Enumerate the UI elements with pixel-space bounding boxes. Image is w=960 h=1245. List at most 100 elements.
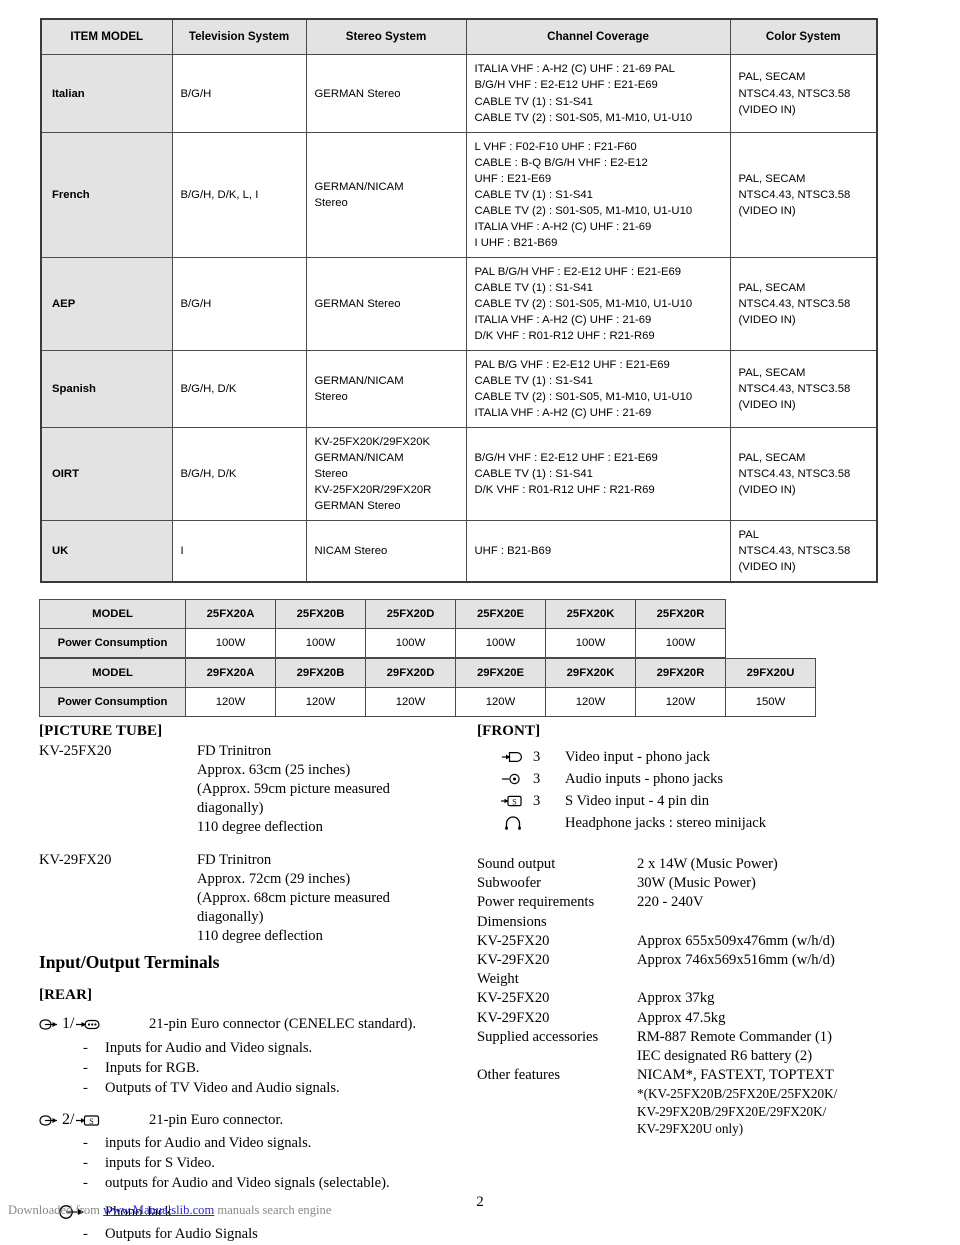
manualslib-link[interactable]: www.Manualslib.com	[103, 1203, 215, 1217]
spec-row: Supplied accessories RM-887 Remote Comma…	[477, 1028, 897, 1066]
svg-text:S: S	[512, 797, 516, 806]
cell-power-value: 100W	[545, 628, 636, 658]
rear-connector-1-number: 1/	[62, 1015, 75, 1033]
cell-model: 29FX20R	[635, 658, 726, 688]
spec-value: Approx 655x509x476mm (w/h/d)	[637, 932, 835, 949]
spec-value: Approx 37kg	[637, 990, 715, 1007]
cell-model: 25FX20B	[275, 599, 366, 629]
table-header-row: ITEM MODEL Television System Stereo Syst…	[40, 18, 878, 56]
spec-key: Weight	[477, 971, 519, 988]
cell-power-label: Power Consumption	[39, 628, 186, 658]
cell-power-value: 120W	[455, 687, 546, 717]
spec-row: KV-29FX20 Approx 746x569x516mm (w/h/d)	[477, 951, 897, 970]
phono-jack-row: Phono Jack	[39, 1200, 469, 1224]
spec-value	[637, 970, 897, 989]
cell-stereo-system: NICAM Stereo	[305, 520, 467, 583]
picture-tube-details: FD Trinitron Approx. 72cm (29 inches) (A…	[197, 851, 390, 944]
rear-connector-1-item: - Outputs of TV Video and Audio signals.	[39, 1078, 469, 1098]
front-jack-row: 3 Video input - phono jack	[477, 746, 897, 768]
dash-marker: -	[83, 1175, 88, 1192]
spec-row: Subwoofer 30W (Music Power)	[477, 874, 897, 893]
cell-empty	[726, 600, 816, 629]
spec-value: 2 x 14W (Music Power)	[637, 856, 778, 872]
rear-connector-1-item: - Inputs for Audio and Video signals.	[39, 1038, 469, 1058]
rear-connector-1-item-text: Inputs for Audio and Video signals.	[105, 1039, 313, 1056]
footer-prefix: Downloaded from	[8, 1203, 104, 1217]
io-terminals-heading: Input/Output Terminals	[39, 951, 220, 972]
spec-key: Power requirements	[477, 894, 595, 911]
cell-channel-coverage: PAL B/G VHF : E2-E12 UHF : E21-E69 CABLE…	[465, 349, 731, 429]
table-row-models: MODEL 25FX20A 25FX20B 25FX20D 25FX20E 25…	[39, 599, 816, 629]
spec-key: KV-29FX20	[477, 951, 550, 968]
cell-model: 25FX20K	[545, 599, 636, 629]
spacer	[39, 1098, 469, 1107]
cell-model-label: MODEL	[39, 658, 186, 688]
dash-marker: -	[83, 1039, 88, 1056]
dash-marker: -	[83, 1155, 88, 1172]
cell-color-system: PAL NTSC4.43, NTSC3.58 (VIDEO IN)	[729, 520, 878, 583]
spec-footnote-row: *(KV-25FX20B/25FX20E/25FX20K/ KV-29FX20B…	[477, 1085, 897, 1137]
s-video-input-icon: S	[477, 794, 533, 808]
spec-value: 220 - 240V	[637, 894, 704, 911]
dash-marker: -	[83, 1226, 88, 1243]
picture-tube-model: KV-25FX20	[39, 743, 112, 759]
table-row: Italian B/G/H GERMAN Stereo ITALIA VHF :…	[40, 54, 878, 133]
cell-region: AEP	[40, 256, 173, 351]
rear-connector-2-item-text: inputs for Audio and Video signals.	[105, 1135, 312, 1152]
spec-row: Power requirements 220 - 240V	[477, 893, 897, 912]
svg-text:S: S	[90, 1117, 94, 1126]
spec-value	[637, 913, 897, 932]
rear-heading: [REAR]	[39, 986, 93, 1003]
spacer	[39, 837, 469, 851]
specifications-table-container: ITEM MODEL Television System Stereo Syst…	[40, 18, 878, 584]
spec-key: KV-25FX20	[477, 932, 550, 949]
phono-jack-item-text: Outputs for Audio Signals	[105, 1226, 258, 1243]
spec-row: Sound output 2 x 14W (Music Power)	[477, 855, 897, 874]
cell-region: UK	[40, 520, 173, 583]
cell-stereo-system: GERMAN/NICAM Stereo	[305, 131, 467, 258]
rear-connector-2-number: 2/	[62, 1110, 75, 1128]
column-header-channel-coverage: Channel Coverage	[465, 18, 731, 56]
dash-marker: -	[83, 1079, 88, 1096]
column-header-stereo-system: Stereo System	[305, 18, 467, 56]
cell-region: Italian	[40, 54, 173, 133]
power-table-29-series: MODEL 29FX20A 29FX20B 29FX20D 29FX20E 29…	[39, 658, 816, 717]
rear-connector-1-item-text: Outputs of TV Video and Audio signals.	[105, 1079, 340, 1096]
spec-row: KV-25FX20 Approx 37kg	[477, 989, 897, 1008]
specifications-table: ITEM MODEL Television System Stereo Syst…	[40, 18, 878, 584]
cell-power-value: 100W	[365, 628, 456, 658]
cell-color-system: PAL, SECAM NTSC4.43, NTSC3.58 (VIDEO IN)	[729, 131, 878, 258]
table-row: Spanish B/G/H, D/K GERMAN/NICAM Stereo P…	[40, 349, 878, 429]
rear-connector-2-item: - outputs for Audio and Video signals (s…	[39, 1173, 469, 1193]
cell-television-system: I	[171, 520, 307, 583]
picture-tube-model: KV-29FX20	[39, 851, 112, 868]
spec-row: Weight	[477, 970, 897, 989]
phono-out-icon	[39, 1204, 105, 1220]
cell-stereo-system: GERMAN/NICAM Stereo	[305, 349, 467, 429]
spec-key: Subwoofer	[477, 875, 542, 892]
cell-power-value: 120W	[185, 687, 276, 717]
cell-model-label: MODEL	[39, 599, 186, 629]
cell-stereo-system: KV-25FX20K/29FX20K GERMAN/NICAM Stereo K…	[305, 427, 467, 522]
cell-television-system: B/G/H	[171, 54, 307, 133]
spec-row: KV-29FX20 Approx 47.5kg	[477, 1009, 897, 1028]
euro-connector-in-icon	[39, 1113, 59, 1128]
picture-tube-entry: KV-29FX20 FD Trinitron Approx. 72cm (29 …	[39, 851, 469, 946]
cell-color-system: PAL, SECAM NTSC4.43, NTSC3.58 (VIDEO IN)	[729, 54, 878, 133]
table-row-power: Power Consumption 100W 100W 100W 100W 10…	[39, 628, 816, 658]
cell-power-value: 120W	[365, 687, 456, 717]
spec-key: Other features	[477, 1067, 561, 1084]
power-table-25-series: MODEL 25FX20A 25FX20B 25FX20D 25FX20E 25…	[39, 599, 816, 658]
spec-row: KV-25FX20 Approx 655x509x476mm (w/h/d)	[477, 932, 897, 951]
cell-model: 29FX20E	[455, 658, 546, 688]
cell-model: 29FX20U	[725, 658, 816, 688]
cell-stereo-system: GERMAN Stereo	[305, 256, 467, 351]
picture-tube-details: FD Trinitron Approx. 63cm (25 inches) (A…	[197, 743, 390, 835]
column-header-item-model: ITEM MODEL	[40, 18, 173, 56]
picture-tube-heading: [PICTURE TUBE]	[39, 723, 163, 739]
rear-connector-1-icons: 1/	[39, 1013, 143, 1035]
spacer	[477, 834, 897, 855]
audio-input-icon	[477, 772, 533, 786]
cell-channel-coverage: UHF : B21-B69	[465, 520, 731, 583]
cell-model: 25FX20E	[455, 599, 546, 629]
